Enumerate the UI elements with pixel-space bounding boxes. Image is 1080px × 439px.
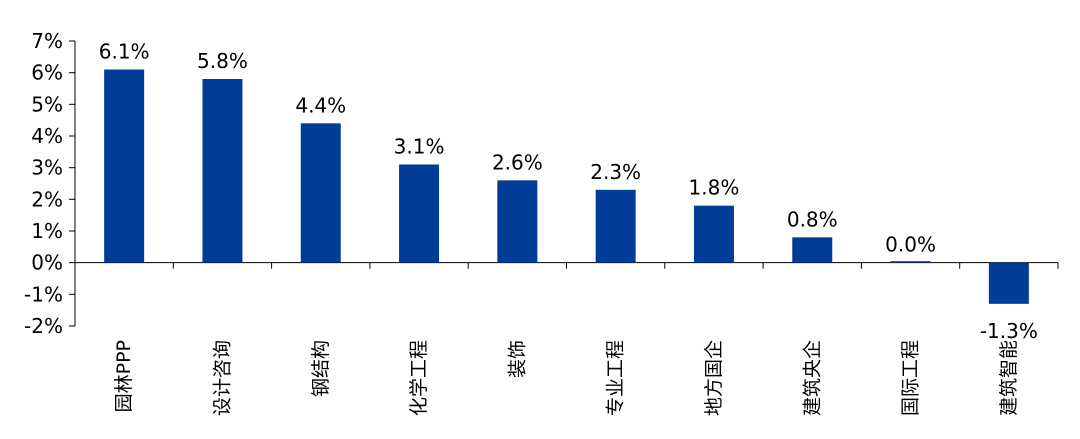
bar [300,123,341,263]
y-tick-label: 1% [31,219,63,243]
category-label: 国际工程 [900,340,922,416]
category-label: 建筑央企 [801,340,823,416]
data-label: 0.0% [885,233,936,257]
bar [988,262,1029,304]
category-label: 化学工程 [408,340,430,416]
data-labels: 6.1% 5.8% 4.4% 3.1% 2.6% 2.3% 1.8% 0.8% 0.0% -1.3… [99,40,1038,343]
y-tick-label: 3% [31,156,63,180]
y-tick-label: 5% [31,92,63,116]
data-label: 2.6% [492,150,543,174]
data-label: 1.8% [689,176,740,200]
data-label: 3.1% [394,135,445,159]
bar [497,180,538,263]
data-label: 6.1% [99,40,150,64]
category-labels: 园林PPP 设计咨询 钢结构 化学工程 装饰 专业工程 地方国企 建筑央企 国际工程 建筑智能 [113,340,1020,416]
bar [595,189,636,263]
bar [399,164,440,263]
bar [792,237,833,263]
bars [104,69,1029,304]
y-tick-label: 6% [31,61,63,85]
bar [890,261,931,263]
bar [104,69,145,263]
y-tick-label: -2% [24,314,63,338]
y-tick-label: 4% [31,124,63,148]
category-label: 设计咨询 [211,340,233,416]
y-tick-label: -1% [24,282,63,306]
bar [693,205,734,263]
category-label: 专业工程 [605,340,627,416]
data-label: -1.3% [980,319,1038,343]
y-tick-label: 2% [31,187,63,211]
category-label: 钢结构 [310,340,332,397]
data-label: 4.4% [295,93,346,117]
data-label: 5.8% [197,49,248,73]
category-label: 装饰 [506,340,528,378]
data-label: 0.8% [787,207,838,231]
axes: 7% 6% 5% 4% 3% 2% 1% 0% -1% -2% [24,29,1059,338]
data-label: 2.3% [590,160,641,184]
y-tick-label: 7% [31,29,63,53]
y-tick-label: 0% [31,251,63,275]
category-label: 建筑智能 [998,340,1020,416]
category-label: 地方国企 [703,340,725,416]
bar [202,79,243,263]
category-label: 园林PPP [113,340,135,412]
